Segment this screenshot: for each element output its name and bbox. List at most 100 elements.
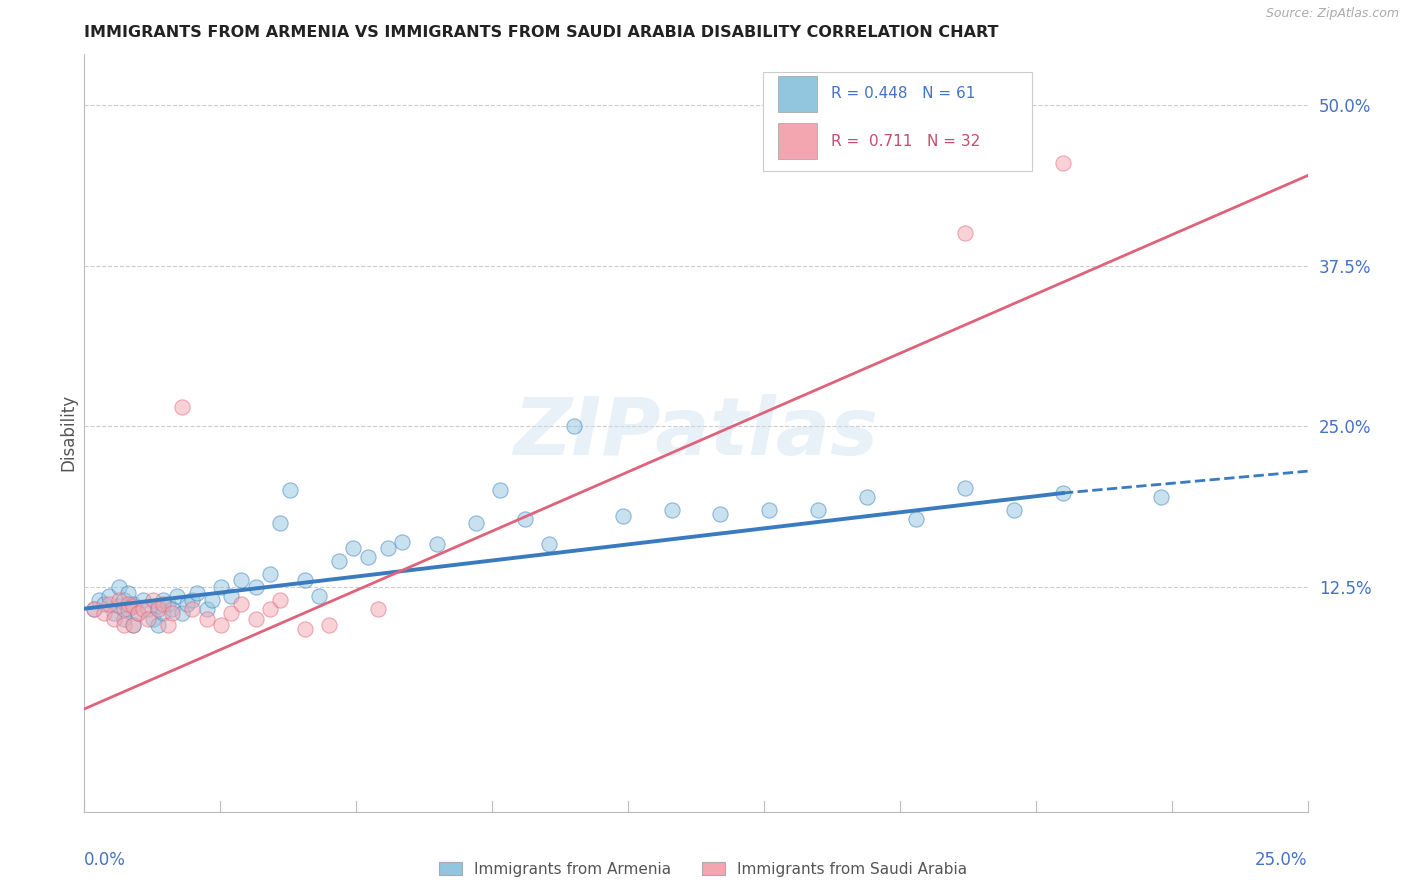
- Point: [156, 618, 179, 632]
- Point: [181, 592, 204, 607]
- Point: [146, 601, 169, 615]
- Text: 0.0%: 0.0%: [84, 851, 127, 869]
- Point: [122, 618, 145, 632]
- Point: [136, 612, 159, 626]
- Point: [195, 612, 218, 626]
- Point: [107, 599, 129, 613]
- Point: [83, 601, 105, 615]
- Point: [489, 483, 512, 498]
- Point: [93, 597, 115, 611]
- Point: [186, 586, 208, 600]
- Point: [136, 601, 159, 615]
- Point: [269, 516, 291, 530]
- Point: [612, 509, 634, 524]
- Point: [219, 589, 242, 603]
- Point: [367, 601, 389, 615]
- FancyBboxPatch shape: [763, 72, 1032, 171]
- Point: [1002, 502, 1025, 516]
- Point: [905, 512, 928, 526]
- Point: [259, 566, 281, 581]
- Point: [513, 512, 536, 526]
- Point: [308, 589, 330, 603]
- Point: [1150, 490, 1173, 504]
- Point: [152, 606, 174, 620]
- Point: [122, 597, 145, 611]
- FancyBboxPatch shape: [778, 123, 817, 159]
- Point: [661, 502, 683, 516]
- Point: [152, 592, 174, 607]
- Point: [209, 618, 232, 632]
- Point: [127, 606, 149, 620]
- Point: [107, 592, 129, 607]
- Point: [538, 537, 561, 551]
- Point: [87, 592, 110, 607]
- Point: [259, 601, 281, 615]
- Point: [97, 597, 120, 611]
- Point: [166, 589, 188, 603]
- Text: 25.0%: 25.0%: [1256, 851, 1308, 869]
- Point: [294, 574, 316, 588]
- Point: [146, 618, 169, 632]
- Text: Source: ZipAtlas.com: Source: ZipAtlas.com: [1265, 7, 1399, 21]
- Point: [176, 597, 198, 611]
- Point: [181, 601, 204, 615]
- Point: [122, 599, 145, 613]
- Point: [112, 612, 135, 626]
- Point: [122, 618, 145, 632]
- Point: [117, 601, 139, 615]
- Point: [142, 612, 165, 626]
- Legend: Immigrants from Armenia, Immigrants from Saudi Arabia: Immigrants from Armenia, Immigrants from…: [432, 854, 974, 884]
- Point: [953, 481, 976, 495]
- Point: [146, 599, 169, 613]
- Point: [103, 606, 125, 620]
- Point: [953, 227, 976, 241]
- Text: R = 0.448   N = 61: R = 0.448 N = 61: [831, 87, 974, 101]
- Point: [209, 580, 232, 594]
- Point: [426, 537, 449, 551]
- Point: [377, 541, 399, 556]
- Point: [200, 592, 222, 607]
- Point: [112, 618, 135, 632]
- Point: [807, 502, 830, 516]
- Point: [107, 580, 129, 594]
- Point: [245, 580, 267, 594]
- Point: [142, 592, 165, 607]
- Point: [162, 606, 184, 620]
- Point: [758, 502, 780, 516]
- Point: [162, 601, 184, 615]
- Point: [269, 592, 291, 607]
- Point: [1052, 486, 1074, 500]
- Point: [172, 400, 194, 414]
- Point: [856, 490, 879, 504]
- Point: [132, 592, 155, 607]
- Point: [245, 612, 267, 626]
- Point: [93, 606, 115, 620]
- Point: [391, 534, 413, 549]
- Point: [357, 550, 380, 565]
- Point: [709, 507, 731, 521]
- Point: [132, 601, 155, 615]
- Point: [219, 606, 242, 620]
- Point: [127, 606, 149, 620]
- Point: [103, 612, 125, 626]
- Point: [195, 601, 218, 615]
- Text: R =  0.711   N = 32: R = 0.711 N = 32: [831, 134, 980, 148]
- Point: [342, 541, 364, 556]
- Point: [97, 589, 120, 603]
- Text: ZIPatlas: ZIPatlas: [513, 393, 879, 472]
- Y-axis label: Disability: Disability: [59, 394, 77, 471]
- Point: [112, 601, 135, 615]
- Point: [328, 554, 350, 568]
- Point: [318, 618, 340, 632]
- Point: [112, 592, 135, 607]
- Point: [117, 597, 139, 611]
- Point: [229, 597, 252, 611]
- Point: [562, 419, 585, 434]
- Point: [152, 597, 174, 611]
- FancyBboxPatch shape: [778, 76, 817, 112]
- Point: [229, 574, 252, 588]
- Point: [1052, 155, 1074, 169]
- Point: [278, 483, 301, 498]
- Point: [117, 586, 139, 600]
- Point: [464, 516, 486, 530]
